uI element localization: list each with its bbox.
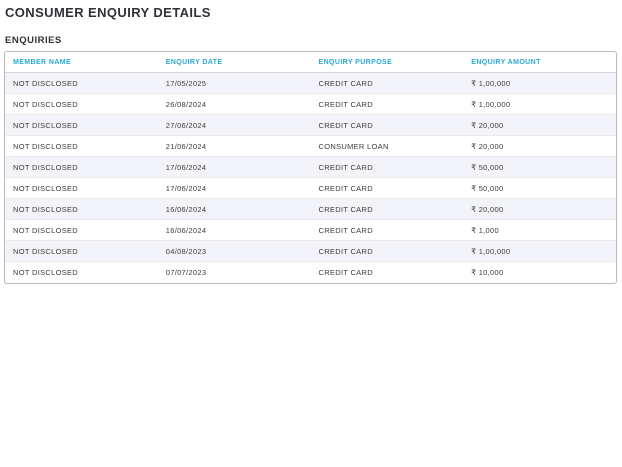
table-row: NOT DISCLOSED 26/08/2024 CREDIT CARD ₹ 1,00… bbox=[5, 94, 616, 115]
cell-enquiry-date: 16/06/2024 bbox=[157, 220, 311, 241]
section-title: ENQUIRIES bbox=[5, 35, 62, 46]
cell-enquiry-purpose: CREDIT CARD bbox=[310, 73, 464, 94]
cell-enquiry-date: 16/06/2024 bbox=[157, 199, 311, 220]
table-row: NOT DISCLOSED 17/05/2025 CREDIT CARD ₹ 1,00… bbox=[5, 73, 616, 94]
column-header-enquiry-date: ENQUIRY DATE bbox=[157, 52, 311, 73]
cell-enquiry-amount: ₹ 50,000 bbox=[463, 178, 616, 199]
cell-enquiry-purpose: CREDIT CARD bbox=[310, 220, 464, 241]
table-header-row: MEMBER NAME ENQUIRY DATE ENQUIRY PURPOSE EN… bbox=[5, 52, 616, 73]
cell-enquiry-amount: ₹ 20,000 bbox=[463, 115, 616, 136]
enquiries-table-header: MEMBER NAME ENQUIRY DATE ENQUIRY PURPOSE EN… bbox=[5, 52, 616, 73]
cell-enquiry-date: 26/08/2024 bbox=[157, 94, 311, 115]
cell-enquiry-amount: ₹ 1,00,000 bbox=[463, 73, 616, 94]
cell-enquiry-purpose: CREDIT CARD bbox=[310, 94, 464, 115]
cell-enquiry-date: 21/06/2024 bbox=[157, 136, 311, 157]
cell-member-name: NOT DISCLOSED bbox=[5, 94, 158, 115]
cell-enquiry-purpose: CREDIT CARD bbox=[310, 241, 464, 262]
cell-enquiry-amount: ₹ 1,000 bbox=[463, 220, 616, 241]
column-header-member-name: MEMBER NAME bbox=[5, 52, 158, 73]
cell-member-name: NOT DISCLOSED bbox=[5, 73, 158, 94]
cell-enquiry-date: 17/06/2024 bbox=[157, 157, 311, 178]
cell-enquiry-amount: ₹ 1,00,000 bbox=[463, 241, 616, 262]
column-header-enquiry-amount: ENQUIRY AMOUNT bbox=[463, 52, 616, 73]
table-row: NOT DISCLOSED 07/07/2023 CREDIT CARD ₹ 10,0… bbox=[5, 262, 616, 283]
cell-enquiry-amount: ₹ 10,000 bbox=[463, 262, 616, 283]
table-row: NOT DISCLOSED 16/06/2024 CREDIT CARD ₹ 20,0… bbox=[5, 199, 616, 220]
cell-member-name: NOT DISCLOSED bbox=[5, 220, 158, 241]
cell-member-name: NOT DISCLOSED bbox=[5, 157, 158, 178]
cell-member-name: NOT DISCLOSED bbox=[5, 178, 158, 199]
table-row: NOT DISCLOSED 04/08/2023 CREDIT CARD ₹ 1,00… bbox=[5, 241, 616, 262]
cell-enquiry-date: 27/06/2024 bbox=[157, 115, 311, 136]
column-header-enquiry-purpose: ENQUIRY PURPOSE bbox=[310, 52, 464, 73]
cell-enquiry-amount: ₹ 20,000 bbox=[463, 136, 616, 157]
cell-enquiry-date: 17/05/2025 bbox=[157, 73, 311, 94]
table-row: NOT DISCLOSED 21/06/2024 CONSUMER LOAN ₹ 20… bbox=[5, 136, 616, 157]
page-title: CONSUMER ENQUIRY DETAILS bbox=[5, 5, 211, 20]
table-row: NOT DISCLOSED 16/06/2024 CREDIT CARD ₹ 1,00… bbox=[5, 220, 616, 241]
table-row: NOT DISCLOSED 17/06/2024 CREDIT CARD ₹ 50,0… bbox=[5, 178, 616, 199]
cell-member-name: NOT DISCLOSED bbox=[5, 241, 158, 262]
cell-member-name: NOT DISCLOSED bbox=[5, 115, 158, 136]
cell-enquiry-date: 04/08/2023 bbox=[157, 241, 311, 262]
table-row: NOT DISCLOSED 27/06/2024 CREDIT CARD ₹ 20,0… bbox=[5, 115, 616, 136]
cell-enquiry-amount: ₹ 20,000 bbox=[463, 199, 616, 220]
cell-member-name: NOT DISCLOSED bbox=[5, 199, 158, 220]
cell-enquiry-amount: ₹ 50,000 bbox=[463, 157, 616, 178]
enquiries-table: MEMBER NAME ENQUIRY DATE ENQUIRY PURPOSE EN… bbox=[4, 51, 617, 284]
table-row: NOT DISCLOSED 17/06/2024 CREDIT CARD ₹ 50,0… bbox=[5, 157, 616, 178]
cell-enquiry-purpose: CREDIT CARD bbox=[310, 199, 464, 220]
cell-enquiry-date: 17/06/2024 bbox=[157, 178, 311, 199]
cell-enquiry-purpose: CREDIT CARD bbox=[310, 178, 464, 199]
enquiries-table-body: NOT DISCLOSED 17/05/2025 CREDIT CARD ₹ 1,00… bbox=[5, 73, 616, 283]
cell-enquiry-purpose: CONSUMER LOAN bbox=[310, 136, 464, 157]
cell-enquiry-purpose: CREDIT CARD bbox=[310, 157, 464, 178]
cell-member-name: NOT DISCLOSED bbox=[5, 136, 158, 157]
consumer-enquiry-report: CONSUMER ENQUIRY DETAILS ENQUIRIES MEMBE… bbox=[4, 5, 617, 284]
cell-enquiry-purpose: CREDIT CARD bbox=[310, 262, 464, 283]
cell-member-name: NOT DISCLOSED bbox=[5, 262, 158, 283]
cell-enquiry-date: 07/07/2023 bbox=[157, 262, 311, 283]
cell-enquiry-amount: ₹ 1,00,000 bbox=[463, 94, 616, 115]
cell-enquiry-purpose: CREDIT CARD bbox=[310, 115, 464, 136]
